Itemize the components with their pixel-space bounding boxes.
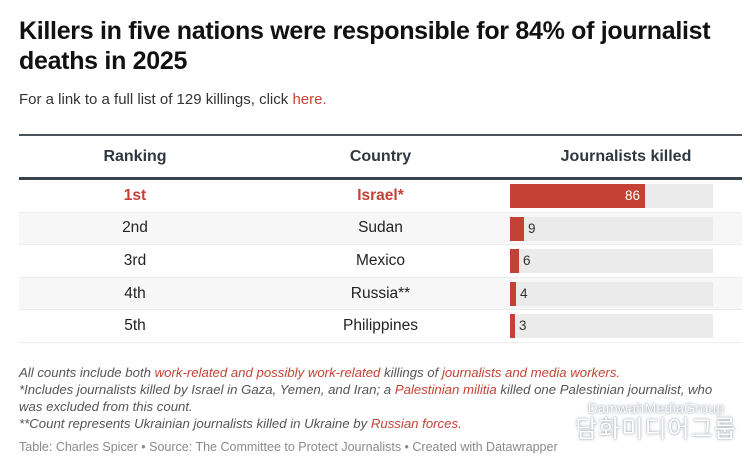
cell-country: Sudan: [251, 219, 510, 237]
cell-country: Israel*: [251, 187, 510, 205]
footnote-counts: All counts include both work-related and…: [19, 364, 739, 381]
table-row: 3rd Mexico 6: [19, 245, 742, 278]
country-text: Israel*: [357, 186, 404, 204]
subtitle-text: For a link to a full list of 129 killing…: [19, 91, 293, 108]
journalists-media-workers-link[interactable]: journalists and media workers.: [441, 365, 621, 380]
cell-country: Philippines: [251, 317, 510, 335]
bar-value-label: 4: [520, 285, 528, 301]
full-list-link[interactable]: here.: [292, 91, 327, 108]
footnote-text: *Includes journalists killed by Israel i…: [19, 382, 395, 397]
cell-journalists-killed: 9: [510, 213, 742, 245]
palestinian-militia-link[interactable]: Palestinian militia: [394, 382, 497, 397]
table-row: 1st Israel* 86: [19, 180, 742, 213]
cell-journalists-killed: 4: [510, 278, 742, 310]
table-row: 4th Russia** 4: [19, 277, 742, 311]
footnote-text: **Count represents Ukrainian journalists…: [19, 416, 371, 431]
bar-value-label: 9: [528, 220, 536, 236]
bar-fill: [510, 216, 524, 241]
bar-value-label: 6: [523, 253, 531, 269]
footnote-text: killed one Palestinian journalist, who w…: [19, 382, 713, 414]
rankings-table: Ranking Country Journalists killed 1st Is…: [19, 134, 742, 343]
cell-ranking: 5th: [19, 317, 251, 335]
cell-country: Mexico: [251, 252, 510, 270]
bar-fill: [510, 314, 515, 339]
source-credit: Table: Charles Spicer • Source: The Comm…: [19, 440, 558, 454]
country-text: Russia**: [350, 284, 411, 302]
work-related-link[interactable]: work-related and possibly work-related: [154, 365, 381, 380]
bar-track: 86: [510, 184, 713, 208]
footnote-russia: **Count represents Ukrainian journalists…: [19, 415, 739, 432]
footnote-israel: *Includes journalists killed by Israel i…: [19, 381, 739, 415]
country-text: Mexico: [355, 251, 406, 269]
watermark-korean: 담화미디어그룹: [575, 416, 737, 443]
bar-fill: [510, 249, 519, 274]
country-text: Sudan: [358, 219, 403, 237]
table-row: 2nd Sudan 9: [19, 212, 742, 246]
bar-fill: [510, 184, 645, 208]
header-journalists-killed[interactable]: Journalists killed: [560, 147, 692, 165]
cell-journalists-killed: 6: [510, 245, 742, 277]
watermark: DamwahMediaGroup 담화미디어그룹: [566, 400, 746, 444]
ranking-text: 4th: [124, 284, 146, 302]
bar-value-label: 86: [625, 188, 641, 203]
table-body: 1st Israel* 86 2nd Sudan 9 3rd Mexico 6 4th Russia…: [19, 180, 742, 343]
chart-title: Killers in five nations were responsible…: [19, 17, 711, 75]
ranking-text: 2nd: [122, 219, 148, 237]
table-header-rule: [19, 177, 742, 180]
footnote-text: All counts include both: [19, 365, 155, 380]
header-country[interactable]: Country: [349, 147, 412, 165]
ranking-text: 1st: [123, 186, 147, 204]
bar-value-label: 3: [519, 318, 527, 334]
ranking-text: 5th: [124, 317, 146, 335]
footnotes: All counts include both work-related and…: [19, 364, 739, 432]
country-text: Philippines: [343, 317, 418, 335]
bar-track: 6: [510, 249, 713, 274]
cell-country: Russia**: [251, 285, 510, 303]
bar-fill: [510, 281, 516, 306]
bar-track: 3: [510, 314, 713, 339]
footnote-text: killings of: [380, 365, 442, 380]
cell-ranking: 4th: [19, 285, 251, 303]
cell-journalists-killed: 3: [510, 310, 742, 342]
cell-journalists-killed: 86: [510, 180, 742, 212]
cell-ranking: 3rd: [19, 252, 251, 270]
header-ranking[interactable]: Ranking: [103, 147, 167, 165]
table-header: Ranking Country Journalists killed: [19, 136, 742, 177]
ranking-text: 3rd: [123, 251, 147, 269]
russian-forces-link[interactable]: Russian forces.: [370, 416, 462, 431]
table-row: 5th Philippines 3: [19, 310, 742, 343]
cell-ranking: 2nd: [19, 219, 251, 237]
bar-track: 9: [510, 216, 713, 241]
cell-ranking: 1st: [19, 187, 251, 205]
table-top-rule: [19, 134, 742, 136]
bar-track: 4: [510, 281, 713, 306]
chart-subtitle: For a link to a full list of 129 killing…: [19, 90, 327, 110]
watermark-english: DamwahMediaGroup: [587, 400, 725, 416]
